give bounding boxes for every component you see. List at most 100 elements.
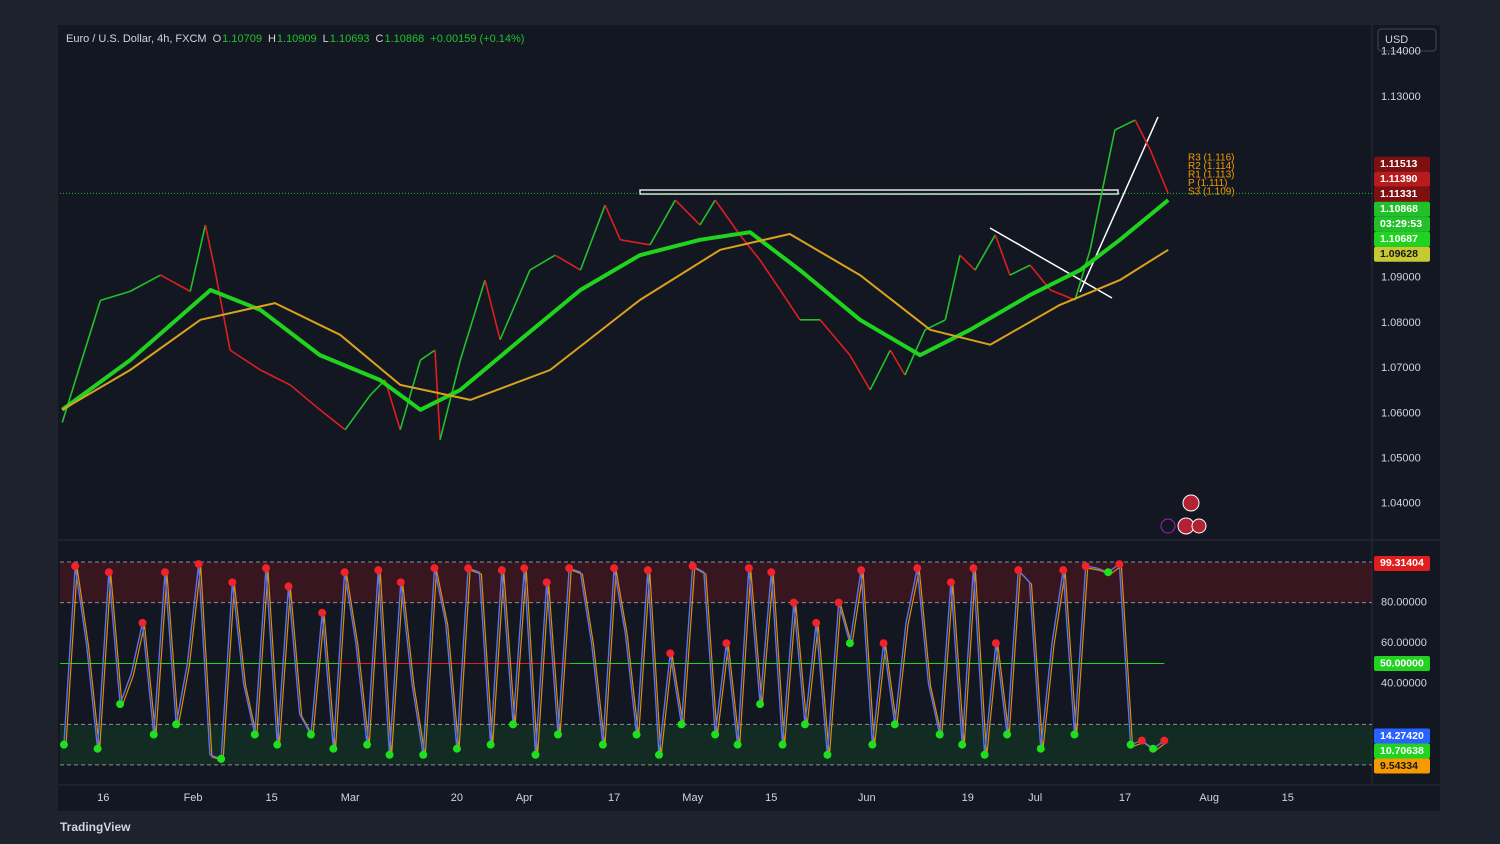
peak-dot (542, 578, 551, 587)
y-tick-label: 1.07000 (1381, 362, 1421, 374)
trough-dot (733, 740, 742, 749)
trough-dot (1126, 740, 1135, 749)
trough-dot (935, 730, 944, 739)
brand-logo[interactable]: TradingView (60, 820, 131, 834)
peak-dot (1115, 560, 1124, 569)
peak-dot (666, 649, 675, 658)
price-segment (620, 239, 651, 246)
y-tick-label: 1.14000 (1381, 46, 1421, 58)
price-segment (1114, 119, 1136, 131)
price-tag (1374, 201, 1430, 217)
price-segment (579, 204, 606, 271)
trough-dot (217, 754, 226, 763)
price-tag (1374, 743, 1430, 759)
price-segment (1089, 199, 1102, 250)
currency-button[interactable] (1377, 28, 1437, 52)
trough-dot (1149, 744, 1158, 753)
peak-dot (1081, 562, 1090, 571)
event-icon[interactable] (1160, 518, 1176, 534)
price-segment (214, 269, 231, 351)
peak-dot (812, 618, 821, 627)
trough-dot (553, 730, 562, 739)
price-segment (889, 349, 906, 376)
price-tag (1374, 655, 1430, 671)
trough-dot (890, 720, 899, 729)
change: +0.00159 (+0.14%) (430, 33, 524, 45)
trend-line (989, 227, 1113, 299)
trough-dot (329, 744, 338, 753)
trough-dot (800, 720, 809, 729)
event-icon[interactable] (1182, 494, 1200, 512)
x-tick-label: 17 (1119, 792, 1131, 804)
peak-dot (284, 582, 293, 591)
ohlc-value: 1.10909 (277, 33, 317, 45)
price-segment (819, 319, 851, 356)
price-tag-label: 1.10868 (1380, 203, 1418, 215)
resistance-box (639, 189, 1119, 195)
price-segment (260, 369, 291, 386)
price-segment (1099, 129, 1116, 201)
peak-dot (722, 639, 731, 648)
price-segment (1074, 249, 1091, 301)
price-tag (1374, 171, 1430, 187)
x-tick-label: 16 (97, 792, 109, 804)
price-segment (419, 349, 436, 361)
trough-dot (845, 639, 854, 648)
ohlc-key: L (323, 33, 329, 45)
pane: 80.0000060.0000040.000000.0000099.314045… (59, 555, 1430, 774)
x-tick-label: 20 (451, 792, 463, 804)
ohlc-key: C (376, 33, 384, 45)
trough-dot (93, 744, 102, 753)
pivot-label: S3 (1.109) (1188, 187, 1235, 198)
price-tag (1374, 555, 1430, 571)
peak-dot (430, 564, 439, 573)
price-tag (1374, 216, 1430, 232)
trough-dot (250, 730, 259, 739)
price-segment (759, 259, 781, 291)
price-segment (1149, 149, 1169, 194)
trough-dot (306, 730, 315, 739)
peak-dot (643, 566, 652, 575)
price-segment (699, 199, 716, 226)
peak-dot (1137, 736, 1146, 745)
trough-dot (172, 720, 181, 729)
y-tick-label: 1.05000 (1381, 453, 1421, 465)
pivot-label: P (1.111) (1188, 178, 1227, 189)
trough-dot (1070, 730, 1079, 739)
peak-dot (565, 564, 574, 573)
price-segment (484, 279, 501, 340)
price-segment (849, 354, 871, 391)
price-tag-label: 14.27420 (1380, 730, 1424, 742)
price-tag-label: 9.54334 (1380, 760, 1418, 772)
price-segment (779, 289, 801, 321)
price-segment (319, 409, 346, 431)
x-tick-label: Jul (1028, 792, 1042, 804)
peak-dot (497, 566, 506, 575)
peak-dot (688, 562, 697, 571)
peak-dot (913, 564, 922, 573)
peak-dot (318, 608, 327, 617)
peak-dot (969, 564, 978, 573)
event-icon[interactable] (1191, 518, 1207, 534)
peak-dot (464, 564, 473, 573)
price-tag-label: 1.11390 (1380, 173, 1418, 185)
trough-dot (363, 740, 372, 749)
trough-dot (980, 750, 989, 759)
y-tick-label: 1.09000 (1381, 272, 1421, 284)
peak-dot (262, 564, 271, 573)
trough-dot (756, 700, 765, 709)
ohlc-value: 1.10693 (330, 33, 370, 45)
price-tag-label: 1.09628 (1380, 248, 1418, 260)
x-tick-label: 15 (266, 792, 278, 804)
x-tick-label: 19 (962, 792, 974, 804)
peak-dot (160, 568, 169, 577)
peak-dot (946, 578, 955, 587)
trough-dot (59, 740, 68, 749)
y-tick-label: 1.13000 (1381, 91, 1421, 103)
peak-dot (857, 566, 866, 575)
price-segment (459, 279, 486, 361)
overbought-zone (60, 562, 1372, 603)
price-segment (434, 350, 441, 440)
currency-label[interactable]: USD (1385, 34, 1408, 46)
price-segment (229, 349, 261, 371)
